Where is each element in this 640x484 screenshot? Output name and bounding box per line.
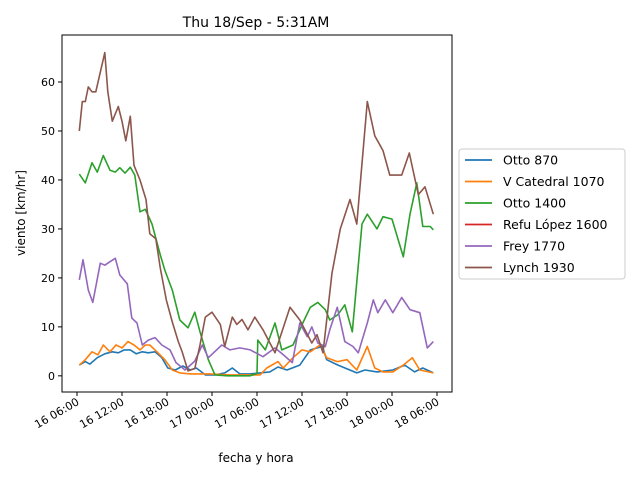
legend-label: Lynch 1930 [503,260,575,275]
chart-title: Thu 18/Sep - 5:31AM [182,15,330,31]
series-line-1 [78,340,434,376]
series-line-5 [78,51,435,372]
x-axis-label: fecha y hora [218,451,293,465]
y-tick-label: 30 [41,223,55,236]
legend-label: Frey 1770 [503,239,565,254]
y-tick-label: 50 [41,125,55,138]
series-line-2 [78,154,434,377]
plot-area [78,51,435,377]
legend-box [458,148,626,280]
y-axis: 0 10 20 30 40 50 60 [41,76,62,383]
y-tick-label: 20 [41,272,55,285]
y-tick-label: 40 [41,174,55,187]
legend: Otto 870 V Catedral 1070 Otto 1400 Refu Lóp… [458,148,626,280]
legend-label: V Catedral 1070 [503,174,605,189]
y-tick-label: 10 [41,321,55,334]
legend-label: Otto 870 [503,153,558,168]
legend-label: Refu López 1600 [503,217,608,232]
y-axis-label: viento [km/hr] [14,170,28,256]
legend-label: Otto 1400 [503,196,566,211]
y-tick-label: 0 [48,370,55,383]
series-line-4 [78,257,434,371]
y-tick-label: 60 [41,76,55,89]
